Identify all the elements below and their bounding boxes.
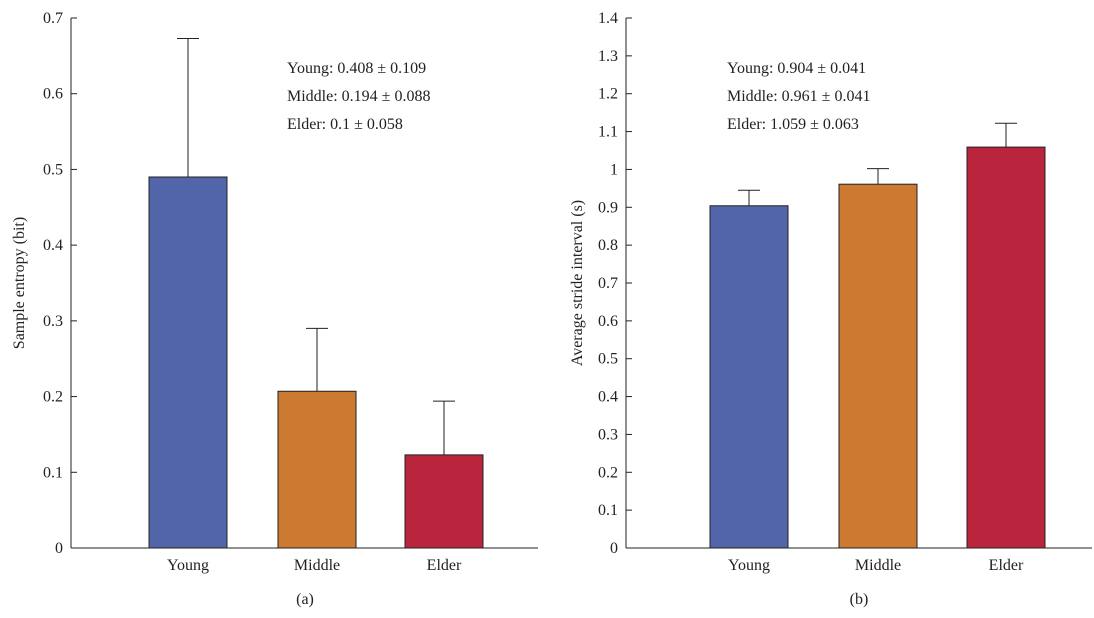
y-tick-label: 0.5 bbox=[598, 351, 618, 368]
x-tick-label: Young bbox=[167, 557, 209, 574]
stat-annotation: Elder: 0.1 ± 0.058 bbox=[287, 116, 403, 133]
y-tick-label: 0.2 bbox=[598, 464, 618, 481]
stat-annotation: Elder: 1.059 ± 0.063 bbox=[727, 116, 859, 133]
y-tick-label: 0.9 bbox=[598, 199, 618, 216]
y-tick-label: 0.7 bbox=[598, 275, 618, 292]
y-tick-label: 0.1 bbox=[43, 464, 63, 481]
y-tick-label: 0 bbox=[610, 540, 618, 557]
y-tick-label: 0.1 bbox=[598, 502, 618, 519]
y-tick-label: 1.1 bbox=[598, 124, 618, 141]
bar-elder bbox=[404, 454, 484, 549]
y-tick-label: 0.6 bbox=[598, 313, 618, 330]
bar-young bbox=[148, 176, 228, 549]
x-tick-label: Elder bbox=[427, 557, 462, 574]
bar-young bbox=[709, 205, 789, 549]
bar-middle bbox=[838, 183, 918, 549]
x-tick-label: Middle bbox=[855, 557, 901, 574]
y-tick-label: 0.3 bbox=[598, 426, 618, 443]
y-axis-label: Sample entropy (bit) bbox=[11, 217, 28, 349]
stat-annotation: Young: 0.904 ± 0.041 bbox=[727, 60, 866, 77]
x-tick-label: Middle bbox=[294, 557, 340, 574]
y-tick-label: 0.7 bbox=[43, 10, 63, 27]
x-tick-label: Young bbox=[728, 557, 770, 574]
bar-middle bbox=[277, 390, 357, 549]
y-axis-label: Average stride interval (s) bbox=[569, 200, 586, 366]
chart-panel-a: 0 0.1 0.2 0.3 0.4 0.5 0.6 0.7 Sample entropy (bi… bbox=[11, 10, 538, 608]
panel-caption: (a) bbox=[296, 591, 314, 608]
chart-panel-b: 0 0.1 0.2 0.3 0.4 0.5 0.6 0.7 0.8 0.9 1 1.1 1.2 1.3 1.… bbox=[569, 10, 1092, 608]
stat-annotation: Middle: 0.194 ± 0.088 bbox=[287, 88, 430, 105]
stat-annotation: Young: 0.408 ± 0.109 bbox=[287, 60, 426, 77]
panel-caption: (b) bbox=[850, 591, 869, 608]
y-tick-label: 1.4 bbox=[598, 10, 618, 27]
y-tick-label: 0.3 bbox=[43, 313, 63, 330]
y-tick-label: 0.4 bbox=[43, 237, 63, 254]
y-tick-label: 0 bbox=[55, 540, 63, 557]
y-tick-label: 0.6 bbox=[43, 86, 63, 103]
y-tick-label: 0.8 bbox=[598, 237, 618, 254]
y-tick-label: 0.5 bbox=[43, 161, 63, 178]
y-tick-label: 0.4 bbox=[598, 389, 618, 406]
stat-annotation: Middle: 0.961 ± 0.041 bbox=[727, 88, 870, 105]
y-tick-label: 1 bbox=[610, 161, 618, 178]
bar-elder bbox=[966, 146, 1046, 549]
y-tick-label: 1.3 bbox=[598, 48, 618, 65]
x-tick-label: Elder bbox=[989, 557, 1024, 574]
y-tick-label: 0.2 bbox=[43, 389, 63, 406]
y-tick-label: 1.2 bbox=[598, 86, 618, 103]
